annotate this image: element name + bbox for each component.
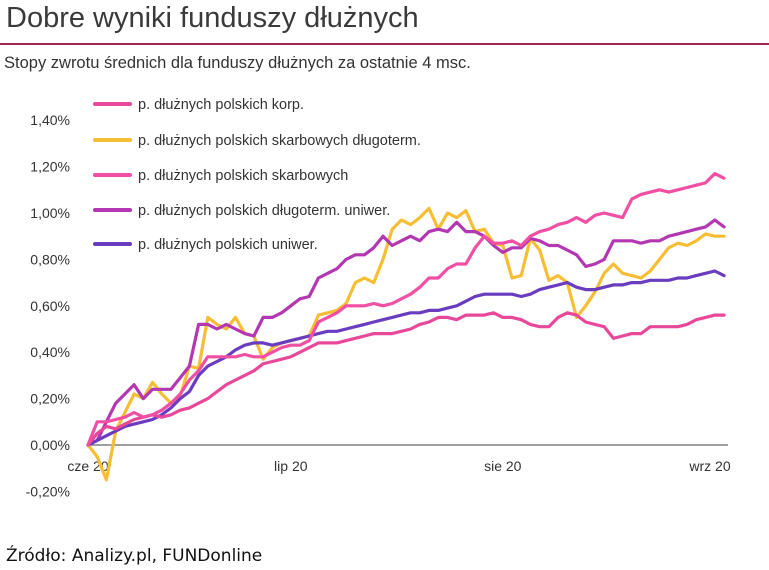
x-tick-label: wrz 20 [688,458,730,474]
y-tick-label: 0,40% [30,344,70,360]
y-tick-label: 1,20% [30,159,70,175]
title-divider [0,43,769,45]
series-line-4 [86,218,726,447]
series-line-3 [86,172,726,447]
y-tick-label: 0,60% [30,298,70,314]
chart-subtitle: Stopy zwrotu średnich dla funduszy dłużn… [4,54,471,72]
source-note: Źródło: Analizy.pl, FUNDonline [6,546,263,566]
series-lines [86,172,726,482]
x-tick-label: lip 20 [274,458,308,474]
line-chart: -0,20% 0,00% 0,20% 0,40% 0,60% 0,80% 1,00% 1,20… [26,97,731,499]
legend-label: p. dłużnych polskich skarbowych długoter… [138,133,421,149]
series-line-2 [86,206,726,482]
y-tick-label: 0,20% [30,391,70,407]
y-axis: -0,20% 0,00% 0,20% 0,40% 0,60% 0,80% 1,00% 1,20… [26,112,70,499]
legend-label: p. dłużnych polskich długoterm. uniwer. [138,203,390,219]
legend-label: p. dłużnych polskich uniwer. [138,237,318,253]
y-tick-label: 1,00% [30,205,70,221]
x-axis: cze 20 lip 20 sie 20 wrz 20 [67,444,731,474]
y-tick-label: 1,40% [30,112,70,128]
series-line-5 [86,269,726,447]
y-tick-label: -0,20% [26,483,70,499]
y-tick-label: 0,80% [30,251,70,267]
y-tick-label: 0,00% [30,437,70,453]
legend-label: p. dłużnych polskich korp. [138,97,304,113]
chart-legend: p. dłużnych polskich korp. p. dłużnych po… [93,97,421,253]
legend-label: p. dłużnych polskich skarbowych [138,168,348,184]
page-title: Dobre wyniki funduszy dłużnych [6,2,419,34]
x-tick-label: sie 20 [484,458,522,474]
series-line-1 [86,311,726,447]
